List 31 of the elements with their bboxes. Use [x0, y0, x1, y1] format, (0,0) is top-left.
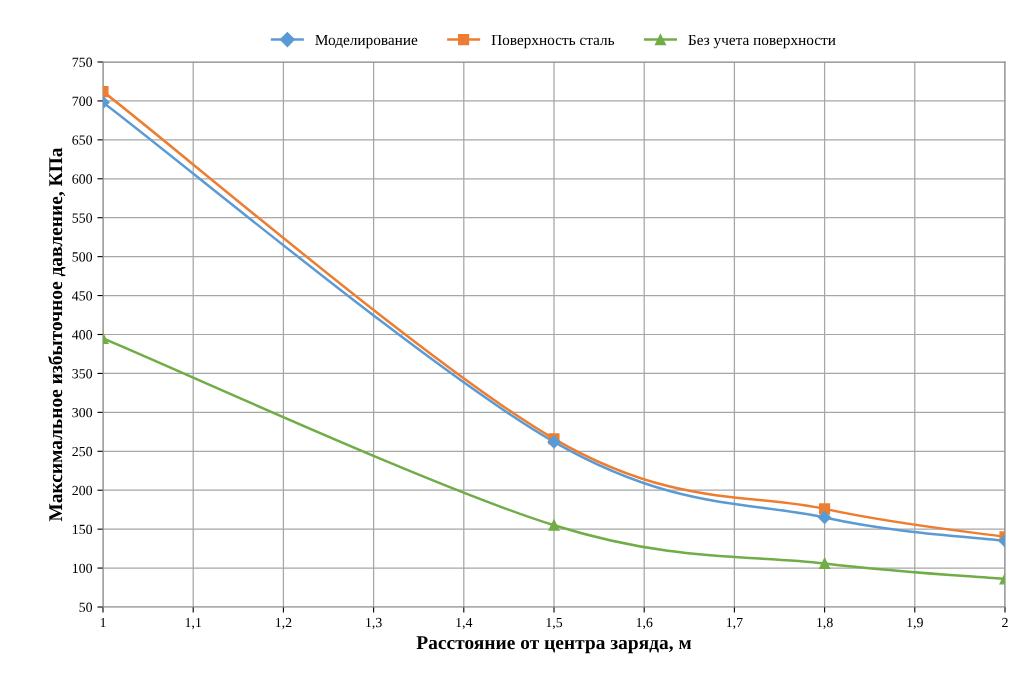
x-tick-label: 1,1 — [185, 617, 202, 630]
x-tick-label: 1,2 — [275, 617, 292, 630]
y-tick-label: 550 — [72, 213, 93, 223]
y-tick-label: 350 — [72, 369, 93, 379]
y-tick-label: 450 — [72, 291, 93, 301]
x-tick-label: 1,7 — [726, 617, 743, 630]
y-tick-label: 200 — [72, 485, 93, 496]
legend-label: Без учета поверхности — [688, 34, 836, 49]
y-tick-label: 250 — [72, 446, 93, 457]
y-axis-title: Максимальное избыточное давление, КПа — [48, 147, 66, 522]
x-tick-label: 1,8 — [817, 617, 833, 630]
x-tick-label: 2 — [1002, 617, 1008, 628]
x-tick-label: 1,5 — [546, 617, 563, 630]
x-tick-label: 1 — [100, 617, 106, 628]
x-tick-label: 1,9 — [907, 617, 923, 630]
y-tick-label: 400 — [72, 330, 93, 340]
y-tick-label: 650 — [72, 135, 93, 145]
y-tick-label: 750 — [72, 57, 93, 67]
y-tick-label: 700 — [72, 96, 93, 106]
legend-label: Поверхность сталь — [491, 34, 615, 49]
y-tick-label: 300 — [72, 407, 93, 418]
x-tick-label: 1,3 — [366, 617, 382, 630]
x-tick-label: 1,4 — [456, 617, 473, 630]
y-tick-label: 150 — [72, 524, 93, 535]
x-tick-label: 1,6 — [636, 617, 653, 630]
x-axis-title: Расстояние от центра заряда, м — [416, 636, 692, 654]
y-tick-label: 500 — [72, 252, 93, 262]
y-tick-label: 100 — [72, 563, 93, 574]
y-tick-label: 600 — [72, 174, 93, 184]
legend-label: Моделирование — [315, 34, 418, 49]
y-tick-label: 50 — [79, 602, 93, 612]
